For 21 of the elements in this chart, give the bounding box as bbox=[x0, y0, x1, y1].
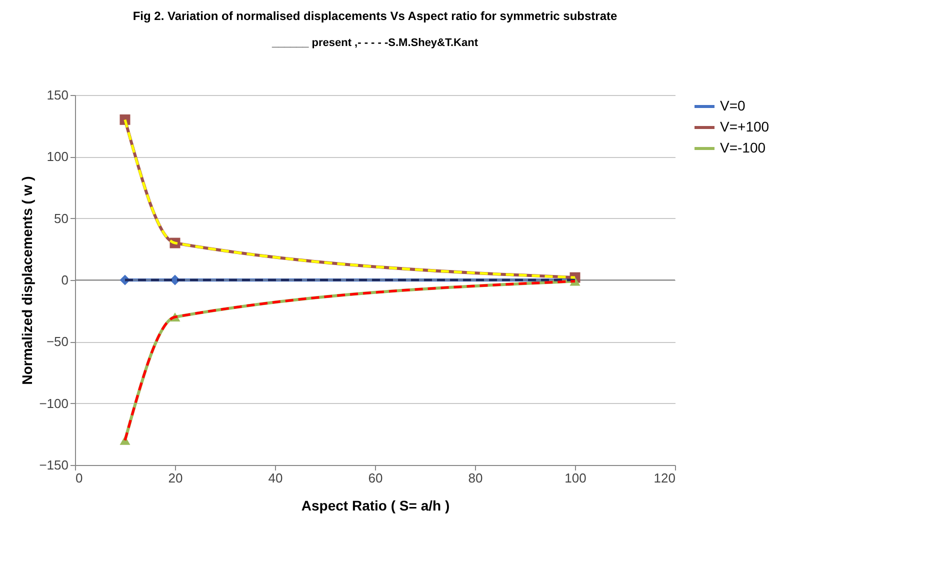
y-tick-label: 150 bbox=[46, 88, 68, 102]
x-tick-label: 80 bbox=[468, 470, 483, 486]
legend-label: V=-100 bbox=[720, 140, 766, 156]
y-tick-label: −100 bbox=[39, 396, 68, 411]
x-tick-label: 120 bbox=[654, 470, 676, 486]
y-tick-label: 50 bbox=[54, 210, 68, 226]
chart-title: Fig 2. Variation of normalised displacements Vs Aspect ratio for symmetric substrate bbox=[132, 9, 618, 23]
x-tick-label: 100 bbox=[564, 470, 586, 486]
y-axis-title: Normalized displacements ( w ) bbox=[19, 176, 36, 385]
x-tick-label: 20 bbox=[168, 470, 183, 486]
x-tick-label: 40 bbox=[268, 470, 283, 486]
y-tick-label: −150 bbox=[39, 458, 68, 472]
legend-label: V=0 bbox=[720, 98, 746, 114]
legend-label: V=+100 bbox=[720, 118, 770, 134]
y-tick-label: 0 bbox=[61, 272, 68, 288]
chart-subtitle: ______ present ,- - - - -S.M.Shey&T.Kant bbox=[271, 37, 478, 49]
x-tick-label: 0 bbox=[76, 470, 83, 486]
x-axis-title: Aspect Ratio ( S= a/h ) bbox=[301, 498, 450, 514]
y-tick-label: 100 bbox=[46, 149, 68, 164]
x-tick-label: 60 bbox=[368, 470, 383, 486]
y-tick-label: −50 bbox=[46, 334, 68, 350]
